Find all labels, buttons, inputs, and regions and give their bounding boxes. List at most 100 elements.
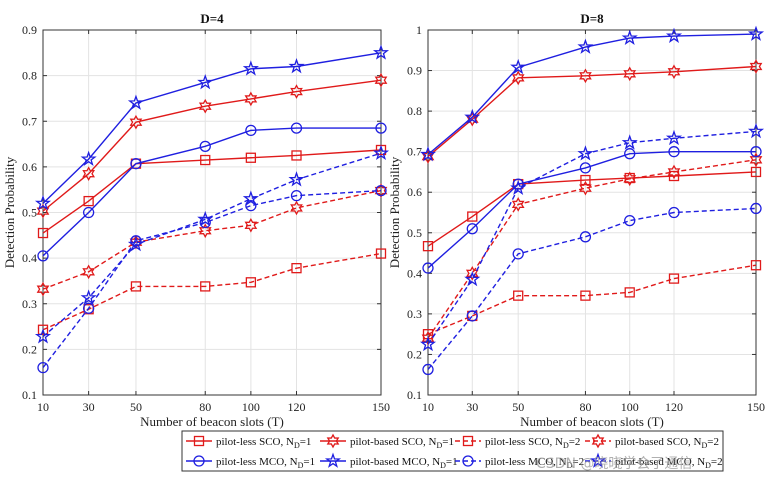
series-line xyxy=(427,207,757,370)
data-point xyxy=(464,270,481,287)
legend-label: pilot-less MCO, ND=1 xyxy=(216,456,315,470)
data-point xyxy=(624,214,636,227)
data-point xyxy=(34,194,52,211)
data-point xyxy=(513,290,524,301)
series-3 xyxy=(422,260,762,340)
data-point xyxy=(747,25,765,41)
x-tick-label: 10 xyxy=(37,400,49,414)
data-point xyxy=(290,200,303,216)
legend-label: pilot-based SCO, ND=2 xyxy=(615,436,719,450)
series-line xyxy=(427,33,757,156)
series-6 xyxy=(419,25,765,162)
data-point xyxy=(624,148,636,160)
y-tick-label: 0.2 xyxy=(407,347,422,361)
x-tick-label: 50 xyxy=(512,400,524,414)
data-point xyxy=(749,152,763,168)
data-point xyxy=(422,241,434,252)
data-point xyxy=(36,281,50,297)
legend-label: pilot-less SCO, ND=1 xyxy=(216,436,311,450)
data-point xyxy=(747,122,765,139)
y-tick-label: 0.8 xyxy=(22,69,37,83)
data-point xyxy=(375,248,387,259)
data-point xyxy=(580,290,591,301)
data-point xyxy=(623,66,637,82)
data-point xyxy=(510,179,527,196)
data-point xyxy=(291,263,302,274)
series-line xyxy=(427,150,756,269)
series-line xyxy=(42,149,382,234)
y-tick-label: 0.7 xyxy=(407,145,422,159)
data-point xyxy=(372,44,390,60)
data-point xyxy=(129,114,143,130)
data-point xyxy=(82,166,95,182)
series-8 xyxy=(34,144,390,344)
data-point xyxy=(579,231,592,243)
legend-label-sub: D xyxy=(294,441,300,450)
data-point xyxy=(467,211,478,222)
data-point xyxy=(82,206,95,219)
chart-title: D=8 xyxy=(580,11,604,26)
series-line xyxy=(427,130,757,345)
data-point xyxy=(375,122,387,134)
legend-label-sub: D xyxy=(440,461,446,470)
data-point xyxy=(245,124,257,137)
y-tick-label: 0.6 xyxy=(407,185,422,199)
data-point xyxy=(288,171,305,187)
data-point xyxy=(37,324,49,335)
data-point xyxy=(419,146,437,162)
data-point xyxy=(422,363,434,376)
y-tick-label: 0.9 xyxy=(407,64,422,78)
legend-label-sub: D xyxy=(701,441,707,450)
data-point xyxy=(82,302,95,314)
data-point xyxy=(624,287,635,298)
data-point xyxy=(245,277,257,288)
data-point xyxy=(80,289,97,305)
y-tick-label: 0.1 xyxy=(22,388,37,402)
legend-label-text: pilot-less SCO, N xyxy=(216,436,294,448)
data-point xyxy=(200,154,211,166)
data-point xyxy=(510,58,527,75)
data-point xyxy=(750,146,762,158)
data-point xyxy=(130,235,142,247)
data-point xyxy=(665,129,683,146)
data-point xyxy=(198,98,212,114)
series-line xyxy=(42,79,382,212)
data-point xyxy=(37,361,49,374)
watermark: CSDN @晓晓学会了通信 xyxy=(536,456,693,472)
series-line xyxy=(42,189,382,290)
data-point xyxy=(668,206,680,219)
data-point xyxy=(200,281,211,292)
x-axis-label: Number of beacon slots (T) xyxy=(140,414,284,429)
legend-marker xyxy=(462,455,474,467)
data-point xyxy=(668,273,680,284)
data-point xyxy=(198,223,212,239)
data-point xyxy=(82,264,95,280)
data-point xyxy=(197,73,214,90)
y-tick-label: 0.9 xyxy=(22,23,37,37)
legend-label-text: pilot-based SCO, N xyxy=(615,436,702,448)
data-point xyxy=(577,38,594,54)
data-point xyxy=(577,145,594,161)
data-point xyxy=(290,189,303,202)
x-tick-label: 100 xyxy=(621,400,639,414)
series-line xyxy=(42,52,382,204)
data-point xyxy=(242,190,259,206)
data-point xyxy=(374,183,388,198)
y-tick-label: 0.5 xyxy=(407,226,422,240)
chart-panel-1: 0.1 0.2 0.3 0.4 0.5 0.6 0.7 0.8 0.9 10 30 50 80 100 12… xyxy=(2,11,390,429)
x-tick-label: 80 xyxy=(579,400,591,414)
legend-marker xyxy=(591,433,605,449)
data-point xyxy=(199,140,211,152)
data-point xyxy=(37,227,49,239)
legend: pilot-less SCO, ND=1 pilot-based SCO, ND=… xyxy=(181,430,724,472)
legend-entry: pilot-based MCO, ND=2 xyxy=(585,452,723,470)
legend-marker xyxy=(193,435,205,447)
legend-label: pilot-less SCO, ND=2 xyxy=(485,436,580,450)
x-tick-label: 150 xyxy=(372,400,390,414)
data-point xyxy=(419,335,437,352)
legend-label-text: pilot-based SCO, N xyxy=(350,436,437,448)
y-tick-label: 0.8 xyxy=(407,104,422,118)
y-tick-label: 0.7 xyxy=(22,114,37,128)
data-point xyxy=(750,202,762,215)
y-tick-label: 0.4 xyxy=(407,266,422,280)
